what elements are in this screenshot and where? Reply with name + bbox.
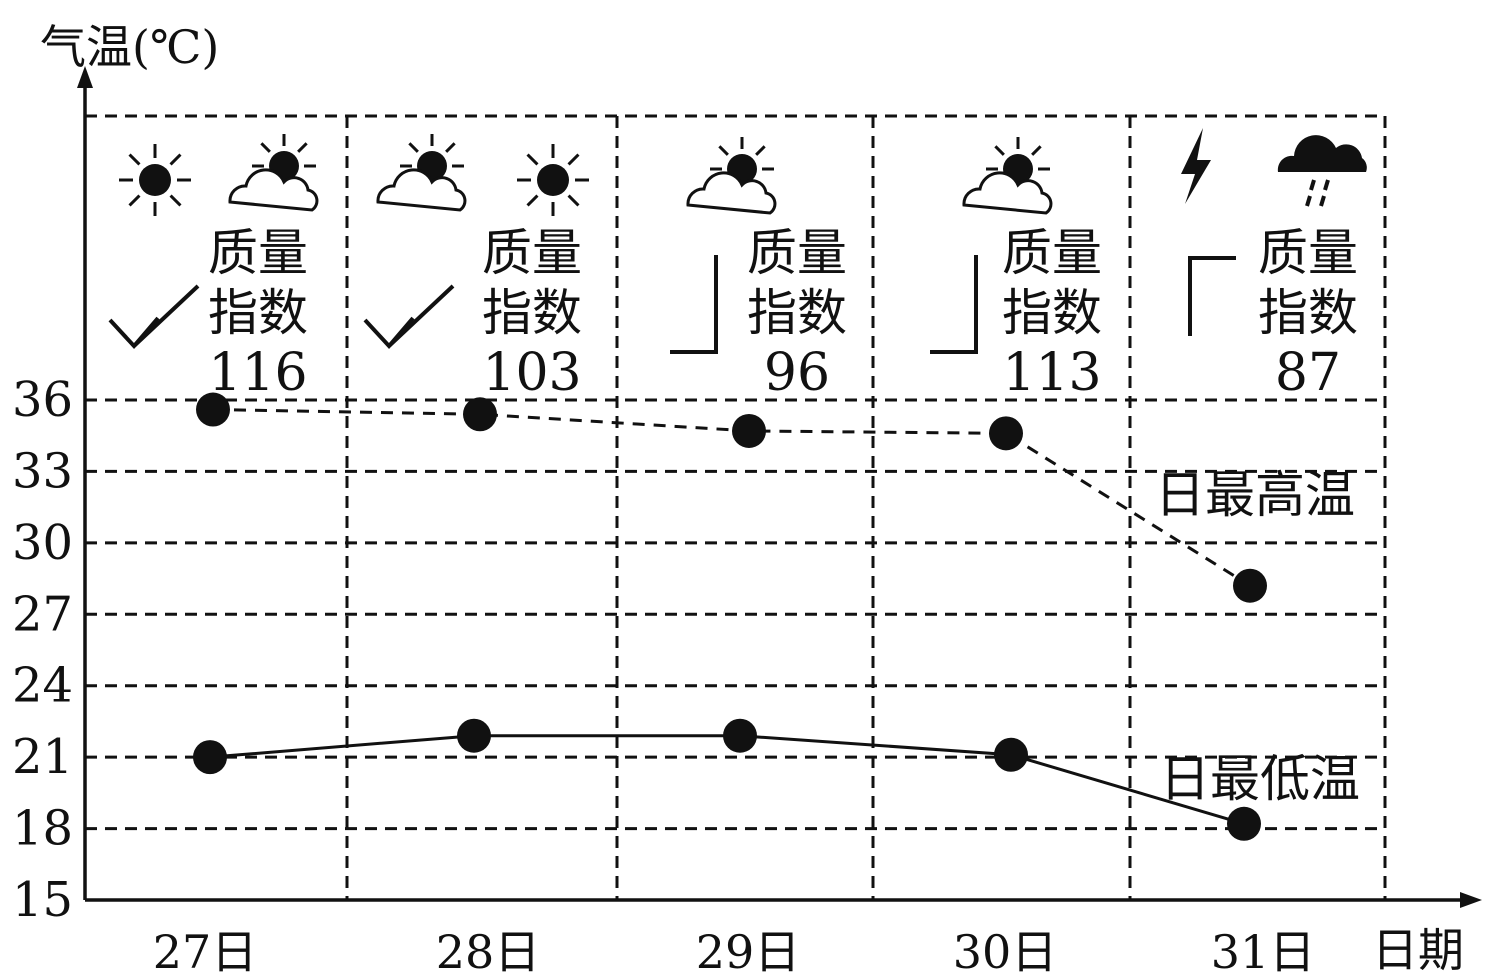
data-point [1233,568,1267,603]
data-point [723,718,757,753]
data-point [989,416,1023,451]
sun-ray [567,153,580,166]
axes: 气温(℃) 日期 [40,20,1482,977]
data-point [193,740,227,775]
index-label: 指数 [1002,284,1102,342]
quality-label: 质量 [482,224,582,282]
rain-drop [1323,179,1330,191]
data-point [196,392,230,427]
data-point [994,737,1028,772]
cloud-icon [686,171,777,215]
sun-ray [718,145,729,156]
y-tick-labels: 15 18 21 24 27 30 33 36 [12,372,73,928]
data-point [457,718,491,753]
wind-sign [670,255,718,354]
sun-ray [526,153,539,166]
y-axis-arrow [77,66,93,88]
series-label: 日最低温 [1160,750,1360,808]
sun-icon [537,164,569,196]
sun-ray [567,194,580,207]
rain-cloud-icon [1277,135,1367,172]
sun-ray [128,153,141,166]
cloud-icon [962,171,1053,215]
series-line [209,734,1245,826]
quality-index-value: 96 [764,343,830,403]
y-tick-label: 21 [12,729,73,785]
sun-icon [139,164,171,196]
x-tick-label: 28日 [436,925,541,979]
sun-ray [169,194,182,207]
wind-sign [930,255,978,354]
quality-label: 质量 [1002,224,1102,282]
x-tick-label: 30日 [953,925,1058,979]
data-point [463,397,497,432]
quality-label: 质量 [208,224,308,282]
x-axis-arrow [1460,892,1482,908]
series-low: 日最低温 [193,718,1360,841]
quality-index-value: 103 [482,343,581,403]
y-tick-label: 27 [12,586,73,642]
index-label: 指数 [208,284,308,342]
wind-sign [1188,256,1236,336]
y-tick-label: 36 [12,372,73,428]
y-axis-title: 气温(℃) [40,20,219,74]
cloud-icon [228,168,319,212]
sun-ray [445,142,456,153]
sun-ray [408,142,419,153]
quality-index-value: 116 [208,343,307,403]
sun-ray [994,145,1005,156]
sun-ray [128,194,141,207]
x-axis-title: 日期 [1372,923,1464,977]
sun-ray [260,142,271,153]
x-tick-labels: 27日 28日 29日 30日 31日 [153,925,1316,979]
series-label: 日最高温 [1155,466,1355,524]
y-tick-label: 18 [12,801,73,857]
grid [85,114,1387,900]
rain-drop [1309,179,1316,191]
y-tick-label: 24 [12,658,73,714]
y-tick-label: 30 [12,515,73,571]
wind-sign [132,284,200,348]
sun-ray [526,194,539,207]
sun-ray [169,153,182,166]
sun-ray [755,145,766,156]
quality-index-value: 113 [1002,343,1101,403]
lightning-icon [1181,128,1211,204]
sun-ray [1031,145,1042,156]
quality-index-value: 87 [1275,343,1341,403]
x-tick-label: 31日 [1211,925,1316,979]
index-label: 指数 [1258,284,1358,342]
sun-ray [297,142,308,153]
rain-drop [1305,195,1312,207]
series-line [212,408,1251,587]
wind-sign [387,284,455,348]
data-point [732,413,766,448]
series-high: 日最高温 [196,392,1355,603]
index-label: 指数 [482,284,582,342]
index-label: 指数 [747,284,847,342]
quality-label: 质量 [1258,224,1358,282]
quality-label: 质量 [747,224,847,282]
rain-drop [1319,195,1326,207]
y-tick-label: 33 [12,443,73,499]
cloud-icon [376,168,467,212]
x-tick-label: 27日 [153,925,258,979]
x-tick-label: 29日 [696,925,801,979]
data-point [1227,806,1261,841]
y-tick-label: 15 [12,872,73,928]
